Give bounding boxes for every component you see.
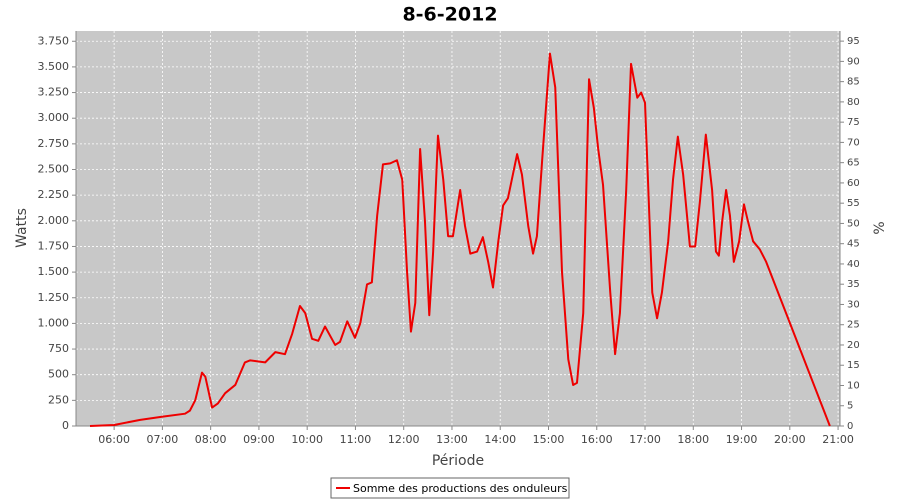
y2-tick-label: 70 xyxy=(847,137,860,148)
y-tick-label: 3.250 xyxy=(38,86,70,99)
y2-tick-label: 35 xyxy=(847,279,860,290)
y2-tick-label: 90 xyxy=(847,56,860,67)
x-tick-label: 13:00 xyxy=(436,433,468,446)
x-tick-label: 17:00 xyxy=(629,433,661,446)
y-tick-label: 3.750 xyxy=(38,34,70,47)
x-tick-label: 09:00 xyxy=(243,433,275,446)
y2-tick-label: 10 xyxy=(847,380,860,391)
y2-tick-label: 40 xyxy=(847,259,860,270)
x-axis-label: Période xyxy=(432,453,484,469)
y-tick-label: 1.500 xyxy=(38,265,70,278)
legend-label: Somme des productions des onduleurs xyxy=(353,482,568,495)
x-tick-label: 10:00 xyxy=(291,433,323,446)
y-tick-label: 3.000 xyxy=(38,111,70,124)
y2-tick-label: 85 xyxy=(847,77,860,88)
y2-tick-label: 55 xyxy=(847,198,860,209)
x-tick-label: 20:00 xyxy=(774,433,806,446)
series-line xyxy=(89,52,831,427)
chart-title: 8-6-2012 xyxy=(402,4,497,26)
y2-tick-label: 80 xyxy=(847,97,860,108)
y2-tick-label: 20 xyxy=(847,340,860,351)
y2-tick-label: 75 xyxy=(847,117,860,128)
y2-tick-label: 60 xyxy=(847,178,860,189)
x-tick-label: 21:00 xyxy=(822,433,854,446)
y-tick-label: 2.250 xyxy=(38,188,70,201)
x-tick-label: 07:00 xyxy=(147,433,179,446)
x-tick-label: 06:00 xyxy=(98,433,130,446)
y2-tick-label: 25 xyxy=(847,320,860,331)
legend-box xyxy=(330,477,570,499)
y2-tick-label: 0 xyxy=(847,421,853,432)
x-tick-label: 19:00 xyxy=(726,433,758,446)
y-axis-label: Watts xyxy=(14,208,30,248)
y-tick-label: 750 xyxy=(48,342,69,355)
y-tick-label: 250 xyxy=(48,393,69,406)
y-tick-label: 0 xyxy=(62,419,69,432)
y-tick-label: 1.750 xyxy=(38,239,70,252)
y-tick-label: 2.750 xyxy=(38,137,70,150)
x-tick-label: 08:00 xyxy=(195,433,227,446)
y-tick-label: 2.500 xyxy=(38,163,70,176)
y-tick-label: 3.500 xyxy=(38,60,70,73)
x-tick-label: 11:00 xyxy=(340,433,372,446)
x-tick-label: 14:00 xyxy=(484,433,516,446)
y-tick-label: 2.000 xyxy=(38,214,70,227)
y2-tick-label: 5 xyxy=(847,401,853,412)
y2-tick-label: 15 xyxy=(847,360,860,371)
y2-tick-label: 45 xyxy=(847,239,860,250)
y2-tick-label: 95 xyxy=(847,36,860,47)
y-tick-label: 500 xyxy=(48,368,69,381)
y-tick-label: 1.000 xyxy=(38,316,70,329)
y2-tick-label: 65 xyxy=(847,158,860,169)
x-tick-label: 15:00 xyxy=(533,433,565,446)
x-tick-label: 12:00 xyxy=(388,433,420,446)
plot-area xyxy=(76,31,840,426)
x-tick-label: 18:00 xyxy=(677,433,709,446)
y2-tick-label: 50 xyxy=(847,218,860,229)
y2-axis-label: % xyxy=(872,221,888,234)
y2-tick-label: 30 xyxy=(847,299,860,310)
x-tick-label: 16:00 xyxy=(581,433,613,446)
y-tick-label: 1.250 xyxy=(38,291,70,304)
